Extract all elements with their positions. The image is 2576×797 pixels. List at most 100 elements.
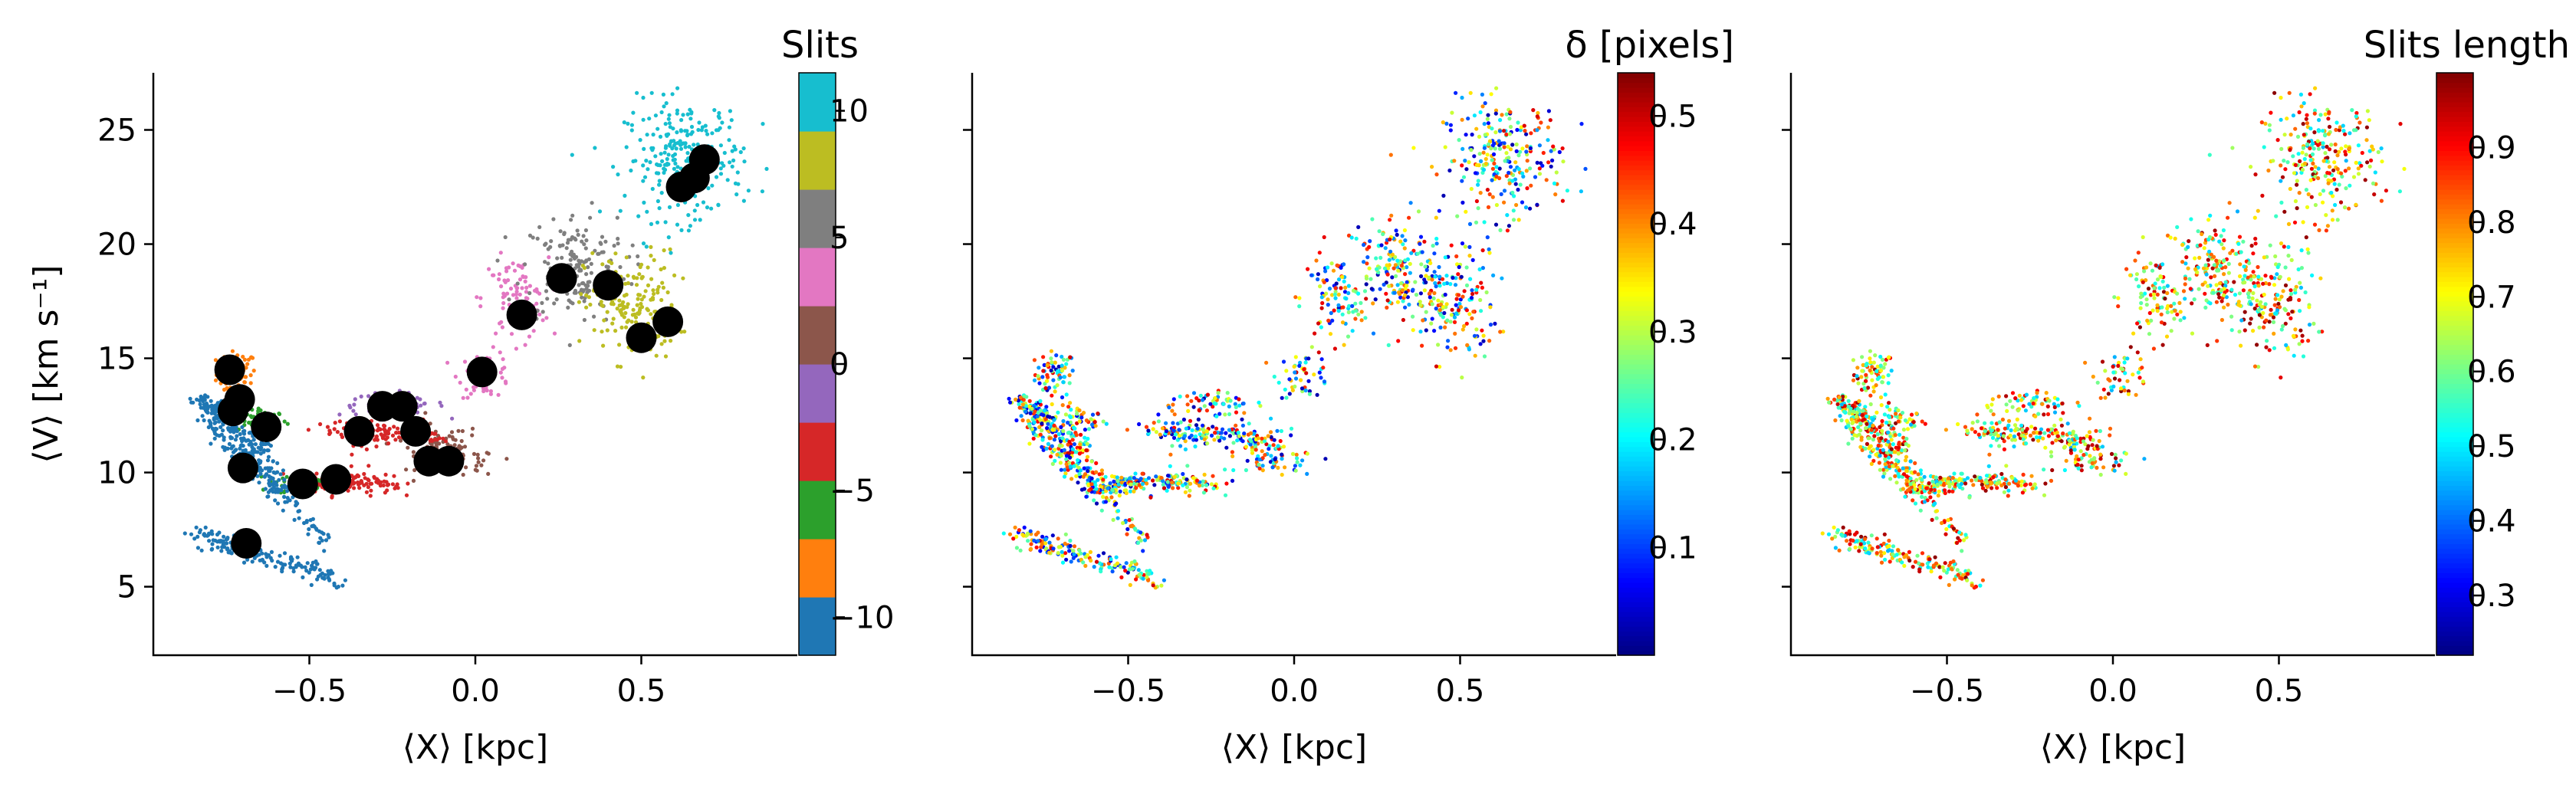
scatter-point xyxy=(1053,458,1057,464)
scatter-point xyxy=(2264,345,2269,349)
scatter-point xyxy=(1045,363,1050,368)
scatter-point xyxy=(491,273,495,277)
scatter-point xyxy=(1269,416,1273,421)
scatter-point xyxy=(1085,441,1089,446)
scatter-point xyxy=(2279,163,2283,168)
scatter-point xyxy=(315,577,320,582)
scatter-point xyxy=(730,164,734,169)
scatter-point xyxy=(746,189,751,193)
scatter-point xyxy=(2275,293,2280,297)
scatter-point xyxy=(636,254,640,259)
scatter-point xyxy=(2019,398,2024,402)
scatter-point xyxy=(1428,261,1433,265)
scatter-point xyxy=(1455,214,1460,218)
scatter-point xyxy=(1418,300,1422,304)
scatter-point xyxy=(2348,131,2352,136)
scatter-point xyxy=(1046,421,1050,426)
scatter-point xyxy=(2327,165,2332,169)
scatter-point xyxy=(2097,438,2101,444)
scatter-point xyxy=(2209,252,2213,257)
scatter-point xyxy=(660,159,665,163)
scatter-point xyxy=(1197,408,1201,413)
scatter-point xyxy=(2329,143,2334,147)
scatter-point xyxy=(1297,363,1302,368)
scatter-point xyxy=(242,436,246,441)
scatter-point xyxy=(1450,110,1454,115)
scatter-point xyxy=(479,463,484,467)
scatter-point xyxy=(1388,218,1392,222)
scatter-point xyxy=(339,432,343,437)
scatter-point xyxy=(1454,297,1459,301)
scatter-point xyxy=(1171,397,1176,402)
colorbar-gradient-step xyxy=(1618,77,1654,84)
scatter-point xyxy=(2246,295,2251,300)
scatter-point xyxy=(1405,280,1409,284)
scatter-point xyxy=(1332,308,1336,313)
scatter-point xyxy=(2262,255,2266,260)
scatter-point xyxy=(1197,398,1201,403)
scatter-point xyxy=(320,538,324,543)
scatter-point xyxy=(626,318,631,323)
scatter-point xyxy=(234,448,238,452)
scatter-point xyxy=(326,533,330,537)
scatter-point xyxy=(1038,432,1043,437)
scatter-point xyxy=(1520,200,1525,205)
scatter-point xyxy=(1060,395,1065,400)
scatter-point xyxy=(2111,364,2115,369)
scatter-point xyxy=(1996,394,2001,399)
scatter-point xyxy=(1026,539,1030,543)
scatter-point xyxy=(1560,198,1565,203)
scatter-point xyxy=(199,395,204,400)
scatter-point xyxy=(1162,486,1167,490)
scatter-point xyxy=(311,566,316,571)
scatter-point xyxy=(213,358,218,362)
scatter-point xyxy=(2257,302,2262,307)
scatter-point xyxy=(1378,255,1383,260)
scatter-point xyxy=(1411,314,1415,319)
scatter-point xyxy=(1472,333,1477,338)
scatter-point xyxy=(2271,159,2275,163)
scatter-point xyxy=(1434,215,1438,220)
scatter-point xyxy=(1260,464,1265,468)
scatter-point xyxy=(2059,423,2064,428)
scatter-point xyxy=(1544,178,1549,182)
scatter-point xyxy=(271,476,275,480)
scatter-point xyxy=(1480,285,1484,290)
scatter-point xyxy=(1411,146,1416,150)
scatter-point xyxy=(1502,141,1506,146)
scatter-point xyxy=(2145,318,2150,323)
colorbar-gradient-step xyxy=(1618,300,1654,307)
scatter-point xyxy=(1533,175,1538,179)
scatter-point xyxy=(335,430,340,435)
scatter-point xyxy=(2232,280,2236,284)
colorbar-gradient-step xyxy=(1618,107,1654,113)
scatter-point xyxy=(1460,117,1464,122)
scatter-point xyxy=(2165,284,2170,288)
scatter-point xyxy=(1392,266,1396,271)
scatter-point xyxy=(1068,415,1073,420)
scatter-point xyxy=(710,131,715,136)
scatter-point xyxy=(1507,132,1513,136)
scatter-point xyxy=(349,464,353,468)
scatter-point xyxy=(1504,112,1509,116)
scatter-point xyxy=(629,123,635,127)
scatter-point xyxy=(2160,305,2164,310)
scatter-point xyxy=(1068,538,1073,543)
scatter-point xyxy=(1056,536,1060,541)
scatter-point xyxy=(575,228,580,233)
scatter-point xyxy=(672,166,677,171)
scatter-point xyxy=(1221,402,1226,406)
scatter-point xyxy=(2098,428,2102,434)
colorbar-gradient-step xyxy=(1618,252,1654,258)
scatter-point xyxy=(586,295,592,300)
scatter-point xyxy=(304,569,309,573)
scatter-point xyxy=(2298,280,2302,285)
scatter-point xyxy=(231,444,235,448)
scatter-point xyxy=(475,295,479,300)
scatter-point xyxy=(1234,410,1239,415)
scatter-point xyxy=(2126,389,2131,394)
scatter-point xyxy=(1075,412,1079,416)
scatter-point xyxy=(2329,179,2334,183)
colorbar-segment xyxy=(799,248,836,307)
scatter-point xyxy=(2312,108,2318,113)
